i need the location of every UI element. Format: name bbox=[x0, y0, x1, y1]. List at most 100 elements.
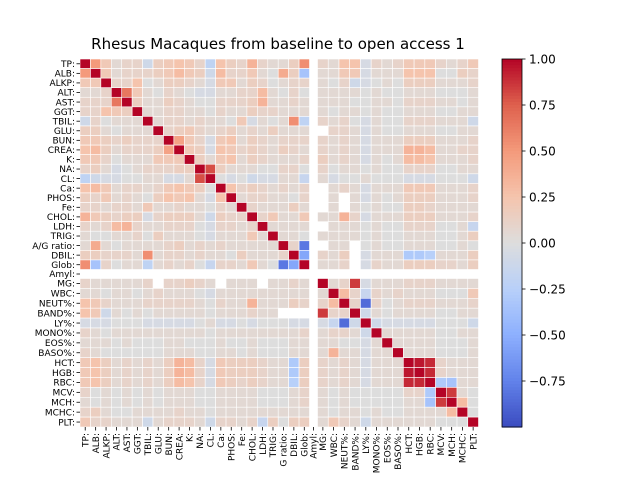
heatmap-cell bbox=[236, 68, 248, 79]
x-tick-label: GGT: bbox=[134, 433, 144, 454]
heatmap-cell bbox=[225, 154, 237, 165]
heatmap-cell bbox=[392, 337, 404, 349]
colorbar-segment bbox=[502, 154, 522, 158]
heatmap-cell bbox=[349, 221, 361, 232]
heatmap-cell bbox=[370, 337, 383, 349]
colorbar-segment bbox=[502, 374, 522, 379]
heatmap-cell bbox=[288, 327, 300, 339]
heatmap-cell bbox=[110, 116, 123, 127]
y-tick-label: TBIL: bbox=[52, 117, 75, 127]
heatmap-cell bbox=[100, 96, 112, 108]
heatmap-cell bbox=[90, 278, 102, 289]
heatmap-cell bbox=[317, 135, 329, 146]
heatmap-cell bbox=[267, 307, 279, 319]
colorbar-tick-label: −0.50 bbox=[529, 328, 566, 342]
heatmap-cell bbox=[317, 337, 329, 349]
heatmap-cell bbox=[142, 183, 154, 194]
heatmap-cell bbox=[370, 416, 383, 428]
heatmap-cell bbox=[194, 337, 206, 349]
heatmap-cell bbox=[467, 288, 479, 299]
heatmap-cell bbox=[173, 221, 185, 232]
heatmap-cell bbox=[79, 192, 91, 203]
heatmap-cell bbox=[338, 278, 351, 289]
heatmap-cell bbox=[392, 211, 404, 222]
colorbar-segment bbox=[502, 224, 522, 229]
heatmap-cell bbox=[317, 327, 329, 339]
heatmap-cell bbox=[90, 259, 102, 270]
heatmap-cell bbox=[267, 202, 279, 213]
heatmap-cell bbox=[349, 58, 361, 69]
heatmap-cell bbox=[288, 106, 300, 117]
heatmap-cell bbox=[445, 347, 458, 358]
heatmap-cell bbox=[110, 240, 123, 251]
colorbar-segment bbox=[502, 267, 522, 272]
x-tick-label: RBC: bbox=[426, 433, 436, 455]
heatmap-cell bbox=[79, 202, 91, 213]
heatmap-cell bbox=[288, 192, 300, 203]
heatmap-cell bbox=[445, 259, 458, 270]
heatmap-cell bbox=[298, 327, 310, 339]
heatmap-cell bbox=[349, 154, 361, 165]
heatmap-cell bbox=[288, 173, 300, 184]
heatmap-cell bbox=[236, 250, 248, 261]
x-tick-label: BASO%: bbox=[394, 433, 404, 470]
heatmap-cell bbox=[424, 337, 436, 349]
heatmap-cell bbox=[298, 406, 310, 418]
heatmap-cell bbox=[370, 377, 383, 388]
heatmap-cell bbox=[298, 259, 310, 270]
heatmap-cell bbox=[327, 183, 340, 194]
heatmap-cell bbox=[79, 317, 91, 329]
heatmap-cell bbox=[246, 68, 258, 79]
colorbar-segment bbox=[502, 101, 522, 106]
heatmap-cell bbox=[194, 278, 206, 289]
heatmap-cell bbox=[184, 347, 196, 358]
heatmap-cell bbox=[131, 163, 143, 175]
x-tick-label: BAND%: bbox=[351, 433, 361, 471]
heatmap-cell bbox=[413, 317, 426, 329]
heatmap-cell bbox=[257, 211, 269, 222]
heatmap-cell bbox=[456, 278, 469, 289]
heatmap-cell bbox=[163, 173, 175, 184]
heatmap-cell bbox=[246, 163, 258, 175]
heatmap-cell bbox=[131, 87, 143, 98]
colorbar-segment bbox=[502, 289, 522, 293]
heatmap-cell bbox=[381, 116, 393, 127]
heatmap-cell bbox=[298, 192, 310, 203]
heatmap-cell bbox=[267, 230, 279, 242]
heatmap-cell bbox=[79, 58, 91, 69]
heatmap-cell bbox=[173, 87, 185, 98]
heatmap-cell bbox=[327, 202, 340, 213]
heatmap-cell bbox=[467, 307, 479, 319]
heatmap-cell bbox=[257, 357, 269, 368]
heatmap-cell bbox=[184, 406, 196, 418]
heatmap-cell bbox=[246, 337, 258, 349]
heatmap-cell bbox=[215, 406, 227, 418]
heatmap-cell bbox=[467, 77, 479, 89]
heatmap-cell bbox=[236, 416, 248, 428]
colorbar-segment bbox=[502, 89, 522, 94]
heatmap-cell bbox=[445, 288, 458, 299]
heatmap-cell bbox=[370, 327, 383, 339]
heatmap-cell bbox=[288, 125, 300, 136]
colorbar-segment bbox=[502, 129, 522, 134]
heatmap-cell bbox=[413, 387, 426, 398]
heatmap-cell bbox=[327, 230, 340, 242]
colorbar-segment bbox=[502, 362, 522, 367]
heatmap-cell bbox=[467, 211, 479, 222]
heatmap-cell bbox=[370, 116, 383, 127]
heatmap-cell bbox=[445, 173, 458, 184]
heatmap-cell bbox=[215, 106, 227, 117]
heatmap-cell bbox=[121, 240, 133, 251]
heatmap-cell bbox=[121, 278, 133, 289]
heatmap-cell bbox=[338, 396, 351, 408]
heatmap-cell bbox=[360, 297, 372, 309]
heatmap-cell bbox=[267, 221, 279, 232]
heatmap-cell bbox=[370, 288, 383, 299]
heatmap-cell bbox=[349, 173, 361, 184]
heatmap-cell bbox=[435, 288, 447, 299]
heatmap-cell bbox=[445, 58, 458, 69]
heatmap-cell bbox=[79, 297, 91, 309]
heatmap-cell bbox=[121, 211, 133, 222]
colorbar-segment bbox=[502, 218, 522, 223]
heatmap-cell bbox=[152, 125, 164, 136]
